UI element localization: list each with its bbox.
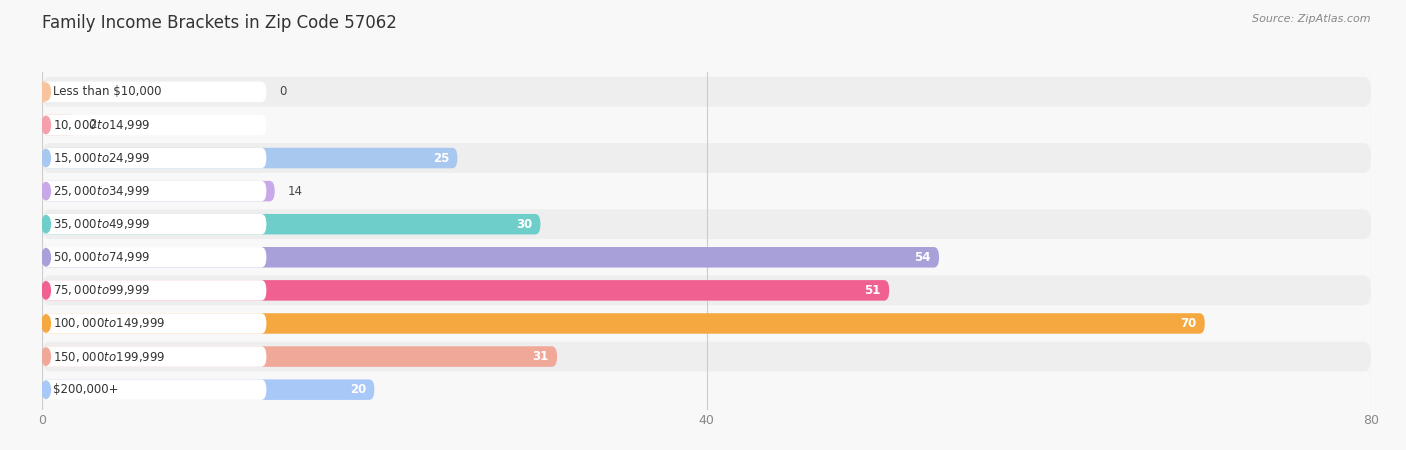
FancyBboxPatch shape (42, 115, 76, 135)
FancyBboxPatch shape (42, 309, 1371, 338)
FancyBboxPatch shape (42, 81, 266, 102)
FancyBboxPatch shape (42, 247, 939, 268)
Text: $15,000 to $24,999: $15,000 to $24,999 (53, 151, 150, 165)
FancyBboxPatch shape (42, 375, 1371, 405)
Text: Less than $10,000: Less than $10,000 (53, 86, 162, 99)
FancyBboxPatch shape (42, 214, 266, 234)
Text: 31: 31 (533, 350, 548, 363)
FancyBboxPatch shape (42, 176, 1371, 206)
Circle shape (42, 116, 51, 134)
Text: Family Income Brackets in Zip Code 57062: Family Income Brackets in Zip Code 57062 (42, 14, 396, 32)
Circle shape (42, 183, 51, 200)
FancyBboxPatch shape (37, 81, 48, 102)
FancyBboxPatch shape (42, 115, 266, 135)
FancyBboxPatch shape (42, 280, 266, 301)
FancyBboxPatch shape (42, 214, 540, 234)
Circle shape (42, 315, 51, 332)
Circle shape (42, 282, 51, 299)
FancyBboxPatch shape (42, 247, 266, 268)
Text: 70: 70 (1180, 317, 1197, 330)
Text: $10,000 to $14,999: $10,000 to $14,999 (53, 118, 150, 132)
FancyBboxPatch shape (42, 313, 1205, 334)
Circle shape (42, 249, 51, 266)
FancyBboxPatch shape (42, 77, 1371, 107)
Text: 25: 25 (433, 152, 449, 165)
Text: 20: 20 (350, 383, 366, 396)
Text: 54: 54 (914, 251, 931, 264)
Text: $35,000 to $49,999: $35,000 to $49,999 (53, 217, 150, 231)
Text: $200,000+: $200,000+ (53, 383, 118, 396)
FancyBboxPatch shape (42, 148, 457, 168)
FancyBboxPatch shape (42, 313, 266, 334)
Circle shape (42, 216, 51, 233)
FancyBboxPatch shape (42, 181, 274, 201)
Text: 30: 30 (516, 218, 531, 231)
FancyBboxPatch shape (42, 110, 1371, 140)
Text: 51: 51 (865, 284, 882, 297)
FancyBboxPatch shape (42, 143, 1371, 173)
Text: $25,000 to $34,999: $25,000 to $34,999 (53, 184, 150, 198)
Text: $75,000 to $99,999: $75,000 to $99,999 (53, 284, 150, 297)
Circle shape (42, 381, 51, 398)
Text: Source: ZipAtlas.com: Source: ZipAtlas.com (1253, 14, 1371, 23)
FancyBboxPatch shape (42, 243, 1371, 272)
FancyBboxPatch shape (42, 181, 266, 201)
Text: $100,000 to $149,999: $100,000 to $149,999 (53, 316, 166, 330)
Circle shape (42, 348, 51, 365)
FancyBboxPatch shape (42, 379, 374, 400)
FancyBboxPatch shape (42, 342, 1371, 371)
Text: $150,000 to $199,999: $150,000 to $199,999 (53, 350, 166, 364)
Text: 2: 2 (89, 118, 96, 131)
FancyBboxPatch shape (42, 209, 1371, 239)
FancyBboxPatch shape (42, 346, 557, 367)
FancyBboxPatch shape (42, 346, 266, 367)
Circle shape (42, 83, 51, 100)
FancyBboxPatch shape (42, 275, 1371, 305)
FancyBboxPatch shape (42, 280, 889, 301)
FancyBboxPatch shape (42, 148, 266, 168)
Text: 0: 0 (280, 86, 287, 99)
Text: $50,000 to $74,999: $50,000 to $74,999 (53, 250, 150, 264)
Circle shape (42, 149, 51, 166)
FancyBboxPatch shape (42, 379, 266, 400)
Text: 14: 14 (288, 184, 302, 198)
